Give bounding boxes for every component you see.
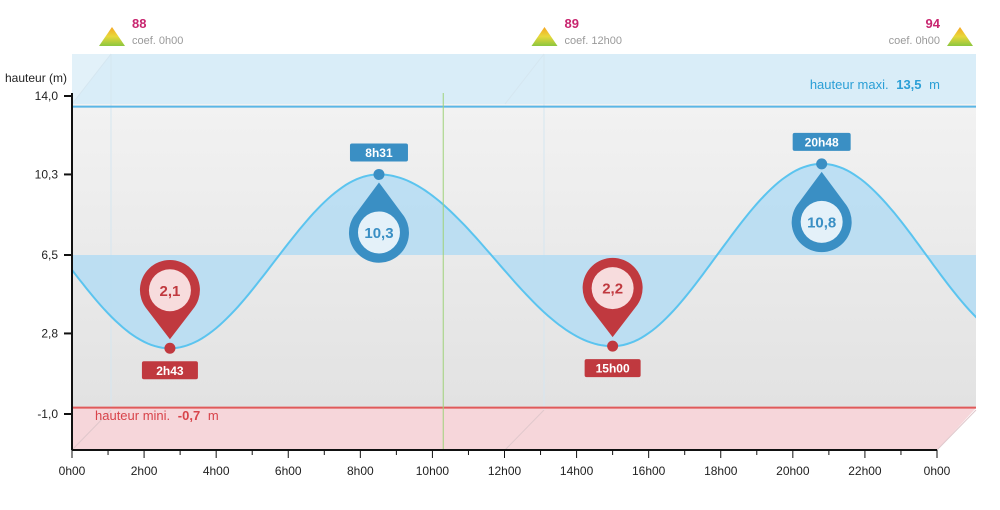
y-tick-label: -1,0 — [37, 407, 58, 421]
tide-time-badge — [792, 132, 851, 151]
max-height-text: hauteur maxi. — [810, 77, 889, 92]
coefficient-value: 94 — [926, 16, 941, 31]
tide-pin-inner — [591, 267, 634, 310]
max-height-label: hauteur maxi. 13,5 m — [810, 77, 940, 92]
high-tide-point — [816, 158, 828, 170]
tide-height-label: 2,2 — [602, 281, 623, 298]
x-tick-label: 12h00 — [488, 464, 522, 478]
x-tick-label: 4h00 — [203, 464, 230, 478]
y-tick-label: 14,0 — [35, 89, 59, 103]
high-tide-point — [373, 168, 385, 180]
min-height-text: hauteur mini. — [95, 408, 170, 423]
x-tick-label: 22h00 — [848, 464, 882, 478]
tide-time-badge — [584, 359, 641, 378]
coefficient-value: 88 — [132, 16, 146, 31]
x-tick-label: 0h00 — [924, 464, 951, 478]
y-axis-ticks: 14,0 10,3 6,5 2,8 -1,0 — [35, 89, 72, 421]
x-axis-ticks: 0h00 2h00 4h00 6h00 8h00 10h00 12h00 14h00 16h00… — [59, 450, 951, 478]
tide-time-label: 20h48 — [805, 135, 839, 149]
y-tick-label: 10,3 — [35, 167, 59, 181]
tide-height-label: 10,3 — [364, 225, 393, 242]
x-tick-label: 18h00 — [704, 464, 738, 478]
x-tick-label: 6h00 — [275, 464, 302, 478]
tide-pin-inner — [357, 211, 400, 254]
tide-area-fill — [72, 163, 976, 349]
tide-time-label: 8h31 — [365, 146, 393, 160]
x-tick-label: 2h00 — [131, 464, 158, 478]
x-tick-label: 10h00 — [416, 464, 450, 478]
low-tide-point — [607, 340, 619, 352]
y-axis-title: hauteur (m) — [5, 71, 67, 85]
tide-height-label: 2,1 — [159, 283, 180, 300]
y-tick-label: 6,5 — [41, 248, 58, 262]
perspective-line-left-top — [71, 53, 112, 105]
tide-time-label: 2h43 — [156, 364, 184, 378]
perspective-line-mid-top — [504, 53, 545, 105]
tide-time-badge — [141, 361, 198, 380]
tide-time-label: 15h00 — [596, 362, 630, 376]
perspective-line-mid-bottom — [504, 409, 545, 451]
tide-markers: 2h43 2,1 8h31 10,3 15h00 2,2 20h48 10,8 — [139, 132, 852, 380]
y-tick-label: 2,8 — [41, 326, 58, 340]
perspective-line-left-bottom — [71, 409, 112, 451]
plot-bottom-face — [72, 408, 976, 450]
tide-pin-inner — [148, 269, 191, 312]
low-tide-point — [164, 342, 176, 354]
coefficients: 88 coef. 0h00 89 coef. 12h00 94 coef. 0h00 — [99, 16, 973, 47]
tide-time-badge — [349, 143, 408, 162]
perspective-line-right-bottom — [936, 409, 977, 451]
min-height-value: -0,7 — [178, 408, 200, 423]
x-tick-label: 0h00 — [59, 464, 86, 478]
x-tick-label: 20h00 — [776, 464, 810, 478]
coefficient-icon — [947, 27, 973, 46]
coefficient-icon — [99, 27, 125, 46]
coefficient-value: 89 — [565, 16, 579, 31]
min-height-label: hauteur mini. -0,7 m — [95, 408, 219, 423]
coefficient-label: coef. 0h00 — [132, 35, 183, 47]
coefficient-icon — [531, 27, 558, 46]
tide-pin-inner — [800, 200, 843, 243]
x-tick-label: 16h00 — [632, 464, 666, 478]
max-height-unit: m — [929, 77, 940, 92]
coefficient-label: coef. 0h00 — [889, 35, 940, 47]
tide-height-label: 10,8 — [807, 214, 836, 231]
max-height-value: 13,5 — [896, 77, 921, 92]
x-tick-label: 8h00 — [347, 464, 374, 478]
min-height-unit: m — [208, 408, 219, 423]
x-tick-label: 14h00 — [560, 464, 594, 478]
coefficient-label: coef. 12h00 — [565, 35, 623, 47]
